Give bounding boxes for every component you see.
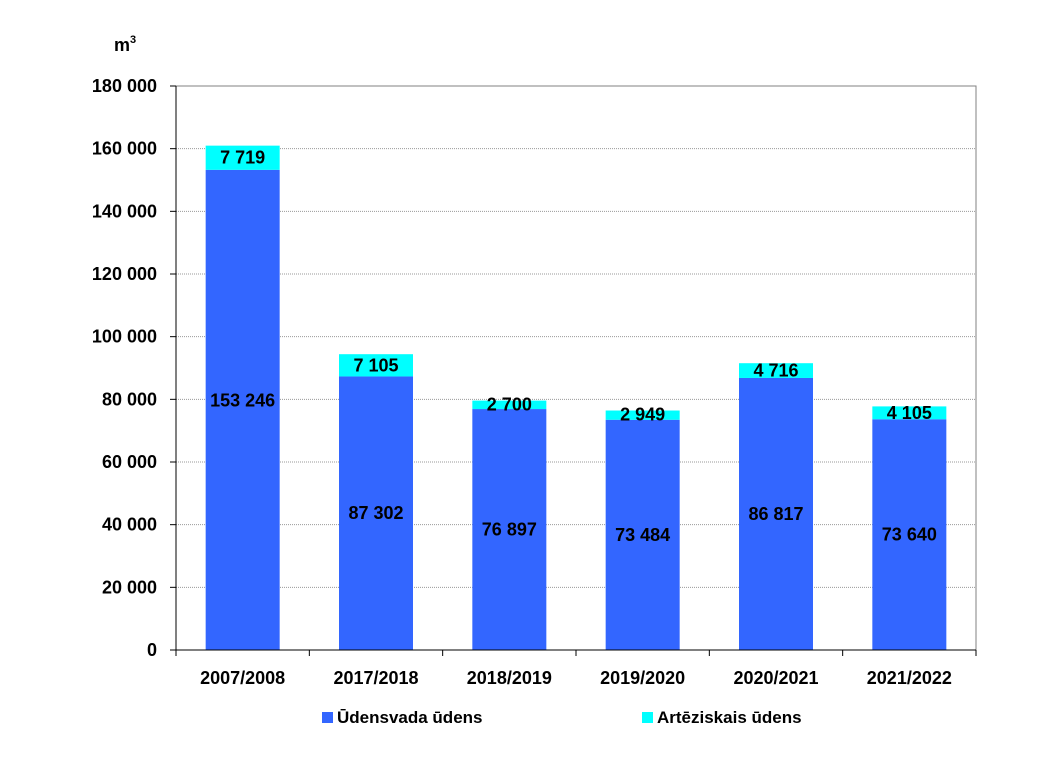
data-labels: 153 246 7 719 87 302 7 105 76 897 2 700 73 484…: [210, 148, 937, 545]
unit-base: m: [114, 35, 130, 55]
legend-swatch: [322, 712, 333, 723]
bar-value-label: 86 817: [748, 504, 803, 524]
legend-label: Ūdensvada ūdens: [337, 708, 483, 727]
x-category-label: 2019/2020: [600, 668, 685, 688]
y-tick-label: 0: [147, 640, 157, 660]
bar-segment: [339, 354, 413, 377]
plot-area: [175, 85, 977, 651]
bar-value-label: 153 246: [210, 390, 275, 410]
y-tick-label: 140 000: [92, 201, 157, 221]
bar-segment: [739, 377, 813, 650]
bar-value-label: 4 105: [887, 403, 932, 423]
bar-value-label: 76 897: [482, 520, 537, 540]
bar-value-label: 7 105: [353, 355, 398, 375]
y-tick-label: 180 000: [92, 76, 157, 96]
gridlines: [176, 148, 976, 588]
bar-value-label: 73 640: [882, 525, 937, 545]
y-tick-label: 60 000: [102, 452, 157, 472]
bar-segment: [205, 145, 280, 170]
y-axis-unit-label: m3: [114, 34, 136, 55]
bar-value-label: 2 949: [620, 405, 665, 425]
bar-value-label: 7 719: [220, 148, 265, 168]
bar-segment: [472, 409, 547, 650]
x-category-label: 2017/2018: [333, 668, 418, 688]
bar-value-label: 2 700: [487, 395, 532, 415]
bar-segment: [605, 419, 680, 650]
y-tick-label: 40 000: [102, 515, 157, 535]
axes: 0 20 000 40 000 60 000 80 000 100 000 120 000 1…: [92, 76, 977, 688]
bar-segment: [472, 400, 547, 410]
bar-segment: [205, 169, 280, 650]
bar-segment: [739, 363, 813, 378]
y-tick-label: 160 000: [92, 139, 157, 159]
bar-value-label: 73 484: [615, 525, 670, 545]
bars: [205, 145, 947, 650]
bar-segment: [872, 406, 947, 420]
bar-segment: [872, 419, 947, 650]
x-category-label: 2007/2008: [200, 668, 285, 688]
y-tick-label: 20 000: [102, 577, 157, 597]
x-category-label: 2021/2022: [867, 668, 952, 688]
bar-value-label: 4 716: [753, 361, 798, 381]
y-tick-label: 120 000: [92, 264, 157, 284]
legend: Ūdensvada ūdens Artēziskais ūdens: [322, 708, 802, 727]
legend-label: Artēziskais ūdens: [657, 708, 802, 727]
unit-superscript: 3: [130, 34, 136, 46]
bar-segment: [605, 410, 680, 420]
legend-swatch: [642, 712, 653, 723]
y-tick-label: 80 000: [102, 389, 157, 409]
bar-segment: [339, 376, 413, 650]
x-category-label: 2020/2021: [733, 668, 818, 688]
y-tick-label: 100 000: [92, 327, 157, 347]
x-category-label: 2018/2019: [467, 668, 552, 688]
bar-value-label: 87 302: [348, 503, 403, 523]
